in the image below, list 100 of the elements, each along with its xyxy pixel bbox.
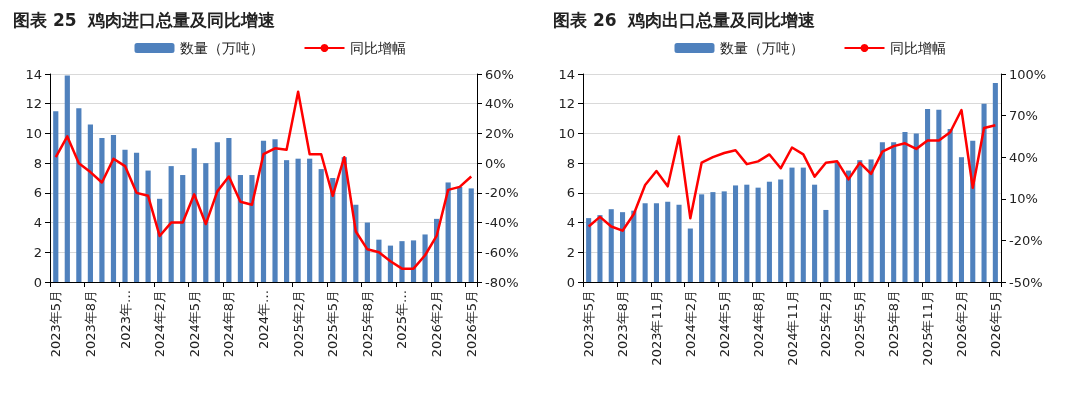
bar — [879, 142, 885, 282]
bar — [902, 131, 908, 282]
chart-title: 图表 25 鸡肉进口总量及同比增速 — [13, 9, 276, 30]
y-tick-label: 8 — [33, 155, 42, 171]
y-tick-label: 0 — [566, 274, 575, 290]
bar — [399, 241, 405, 282]
bar — [676, 204, 682, 282]
bar — [981, 103, 987, 282]
bar — [789, 167, 795, 282]
y-tick-label: 12 — [558, 96, 575, 112]
y2-tick-label: -50% — [1009, 274, 1043, 290]
x-tick-label: 2026年5月 — [987, 290, 1003, 358]
bar — [364, 222, 370, 282]
y2-tick-label: 10% — [1009, 191, 1038, 207]
bar — [958, 157, 964, 282]
bar — [631, 210, 637, 282]
bar — [857, 160, 863, 282]
x-tick-label: 2023年8月 — [615, 290, 631, 358]
y2-tick-label: -20% — [485, 185, 519, 201]
bar — [913, 133, 919, 282]
bar — [665, 201, 671, 282]
bar — [410, 240, 417, 282]
bar — [947, 128, 953, 282]
y-tick-label: 2 — [33, 244, 42, 260]
legend-label: 数量（万吨） — [719, 40, 804, 56]
bar — [64, 75, 70, 282]
bar — [168, 166, 174, 282]
x-tick-label: 2024年2月 — [152, 290, 168, 358]
y-tick-label: 14 — [558, 66, 575, 82]
legend-label: 数量（万吨） — [179, 40, 264, 56]
bar — [608, 209, 614, 282]
y2-tick-label: 70% — [1009, 108, 1038, 124]
bar — [226, 137, 232, 282]
x-tick-label: 2024年8月 — [750, 290, 766, 358]
y-tick-label: 6 — [33, 185, 42, 201]
x-tick-label: 2025年2月 — [290, 290, 306, 358]
x-tick-label: 2025年8月 — [359, 290, 375, 358]
y2-tick-label: 40% — [485, 96, 514, 112]
x-tick-label: 2023年5月 — [581, 290, 597, 358]
legend-label: 同比增幅 — [889, 40, 946, 56]
bar — [87, 124, 93, 282]
line-series — [54, 90, 473, 270]
line-series — [587, 108, 997, 232]
y-tick-label: 2 — [566, 244, 575, 260]
x-tick-label: 2026年2月 — [953, 290, 969, 358]
y-tick-label: 0 — [33, 274, 42, 290]
x-tick-label: 2025年11月 — [920, 290, 936, 366]
bar — [110, 134, 117, 282]
bar — [249, 175, 255, 282]
bar — [812, 184, 818, 282]
bar — [687, 228, 693, 282]
y-tick-label: 4 — [566, 215, 575, 231]
x-tick-label: 2023年11月 — [648, 290, 664, 366]
chart-title: 图表 26 鸡肉出口总量及同比增速 — [553, 9, 816, 30]
x-tick-label: 2026年5月 — [463, 290, 479, 358]
x-tick-label: 2025年2月 — [818, 290, 834, 358]
bar — [925, 108, 931, 282]
x-tick-label: 2026年2月 — [429, 290, 445, 358]
bar — [586, 218, 592, 282]
y2-tick-label: 60% — [485, 66, 514, 82]
y-tick-label: 14 — [25, 66, 42, 82]
bar — [744, 184, 750, 282]
x-tick-label: 2025年5月 — [325, 290, 341, 358]
bar — [422, 234, 428, 282]
y2-tick-label: -40% — [485, 215, 519, 231]
bar — [710, 192, 716, 282]
bar — [699, 194, 705, 282]
bar — [620, 212, 626, 282]
bar — [721, 191, 727, 282]
y-tick-label: 12 — [25, 96, 42, 112]
bar — [468, 188, 474, 282]
bar — [203, 163, 209, 282]
bar — [376, 239, 382, 282]
bar — [845, 170, 852, 282]
bar — [992, 82, 998, 282]
bar — [133, 152, 140, 282]
bar — [295, 158, 301, 282]
bar — [597, 215, 603, 282]
bar — [457, 186, 463, 282]
y2-tick-label: -80% — [485, 274, 519, 290]
y-tick-label: 10 — [558, 125, 575, 141]
y2-tick-label: -60% — [485, 244, 519, 260]
bar — [237, 175, 244, 282]
bar — [180, 175, 186, 282]
bar — [76, 108, 82, 282]
x-tick-label: 2024年11月 — [784, 290, 800, 366]
x-tick-label: 2023年8月 — [82, 290, 98, 358]
bar — [868, 159, 874, 282]
bar — [778, 179, 784, 282]
y2-tick-label: -20% — [1009, 232, 1043, 248]
bar — [99, 137, 105, 282]
bar — [766, 181, 772, 282]
legend-label: 同比增幅 — [349, 40, 406, 56]
bar — [191, 148, 197, 282]
x-tick-label: 2024年5月 — [716, 290, 732, 358]
x-tick-label: 2023年5月 — [48, 290, 64, 358]
bar — [260, 140, 267, 282]
bar — [307, 158, 313, 282]
bar — [272, 139, 278, 282]
x-tick-label: 2024年… — [256, 290, 271, 350]
